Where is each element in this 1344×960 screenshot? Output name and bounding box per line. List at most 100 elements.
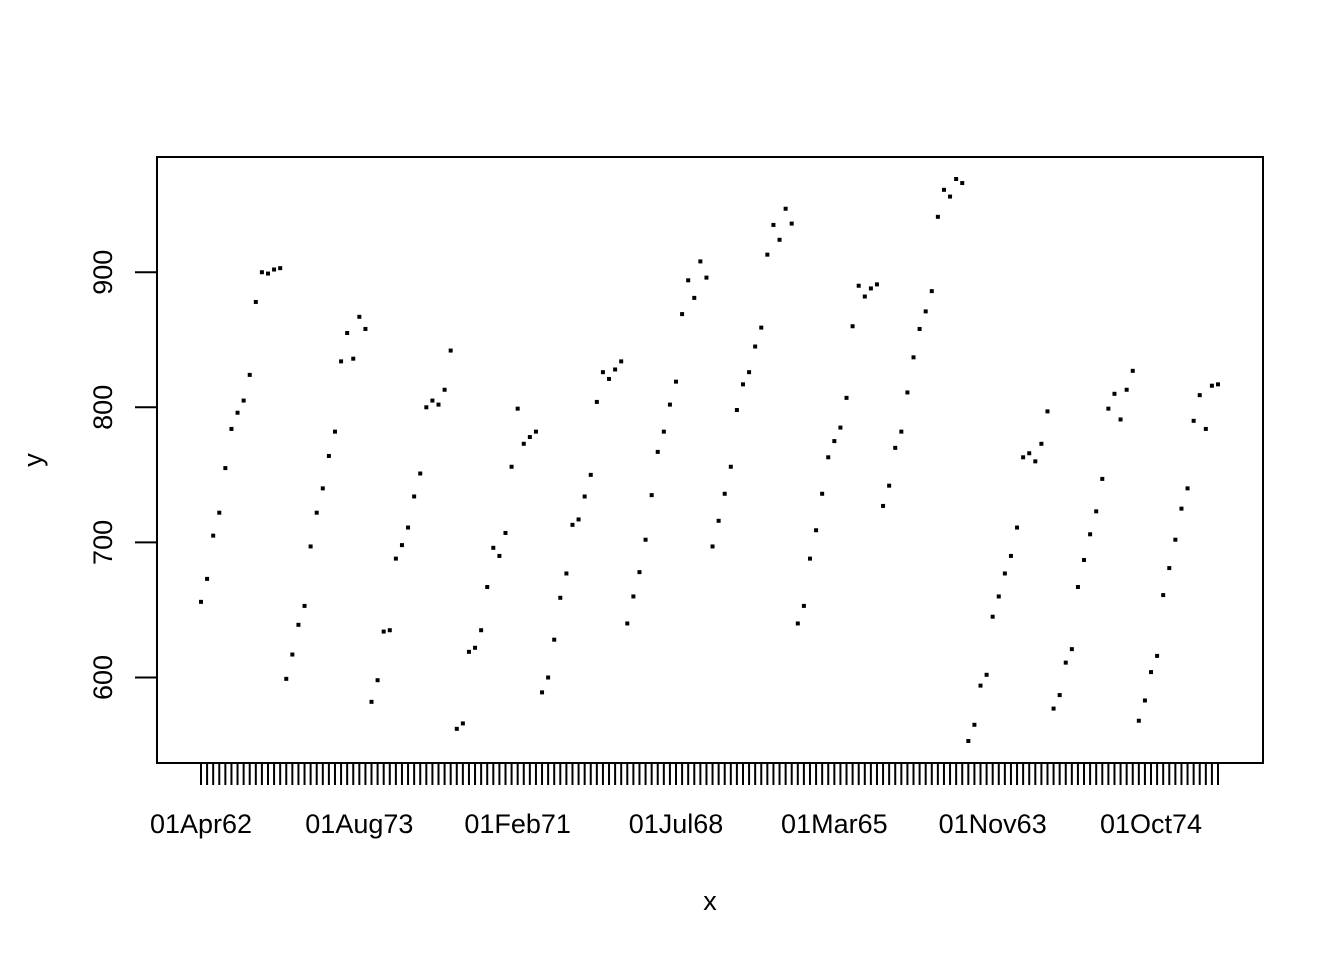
data-point [600,370,605,375]
data-point [948,194,953,199]
data-point [899,429,904,434]
data-point [625,621,630,626]
data-point [929,289,934,294]
data-point [540,690,545,695]
data-point [747,370,752,375]
data-point [820,491,825,496]
data-point [205,576,210,581]
data-point [887,483,892,488]
data-point [296,622,301,627]
data-point [1197,393,1202,398]
data-point [272,267,277,272]
y-tick-label: 700 [88,520,118,565]
data-point [1008,553,1013,558]
data-point [594,399,599,404]
data-point [290,652,295,657]
data-point [783,206,788,211]
data-point [509,464,514,469]
data-point [1069,647,1074,652]
data-point [868,286,873,291]
data-point [1209,383,1214,388]
data-point [862,294,867,299]
data-point [759,325,764,330]
data-point [369,699,374,704]
data-point [503,530,508,535]
data-point [546,675,551,680]
data-point [314,510,319,515]
data-point [680,312,685,317]
data-point [339,359,344,364]
data-point [972,722,977,727]
data-point [698,259,703,264]
data-point [552,637,557,642]
data-point [381,629,386,634]
data-point [527,435,532,440]
data-point [807,556,812,561]
data-point [954,177,959,181]
data-point [1051,706,1056,711]
data-point [570,522,575,527]
data-point [1088,532,1093,537]
x-tick-label: 01Oct74 [1100,809,1202,839]
data-point [1167,566,1172,571]
x-tick-label: 01Mar65 [781,809,888,839]
x-tick-label: 01Jul68 [629,809,724,839]
data-point [667,402,672,407]
data-point [308,544,313,549]
data-point [631,594,636,599]
data-point [1203,426,1208,431]
data-point [692,295,697,300]
data-point [1094,509,1099,514]
data-points [199,177,1220,743]
data-point [1075,584,1080,589]
y-tick-label: 900 [88,250,118,295]
data-point [564,571,569,576]
data-point [199,599,203,604]
data-point [235,410,240,415]
y-tick-label: 800 [88,385,118,430]
x-tick-label: 01Feb71 [464,809,571,839]
data-point [454,726,459,731]
data-point [990,614,995,619]
data-point [917,326,922,331]
data-point [1185,486,1190,491]
data-point [430,398,435,403]
data-point [320,486,325,491]
data-point [978,683,983,688]
data-point [789,221,794,226]
data-point [734,408,739,413]
data-point [442,387,447,392]
data-point [722,491,727,496]
data-point [241,398,246,403]
data-point [521,441,526,446]
data-point [345,331,350,336]
data-point [278,266,283,271]
data-point [412,494,417,499]
x-axis: 01Apr62 01Aug73 01Feb71 01Jul68 01Mar65 01Nov… [150,762,1219,839]
data-point [515,406,520,411]
data-point [984,672,989,677]
data-point [905,390,910,395]
data-point [387,628,392,633]
data-point [1216,382,1220,387]
data-point [881,503,886,508]
data-point [351,356,356,361]
data-point [1130,368,1135,373]
data-point [485,584,490,589]
data-point [856,283,861,288]
data-point [874,282,879,287]
data-point [795,621,800,626]
data-point [497,553,502,558]
data-point [771,222,776,227]
data-point [966,739,971,743]
data-point [832,439,837,444]
data-point [576,517,581,522]
data-point [710,544,715,549]
data-point [1033,459,1038,464]
data-point [1161,593,1166,598]
data-point [247,372,252,377]
x-tick-label: 01Apr62 [150,809,252,839]
data-point [302,603,307,608]
data-point [217,510,222,515]
